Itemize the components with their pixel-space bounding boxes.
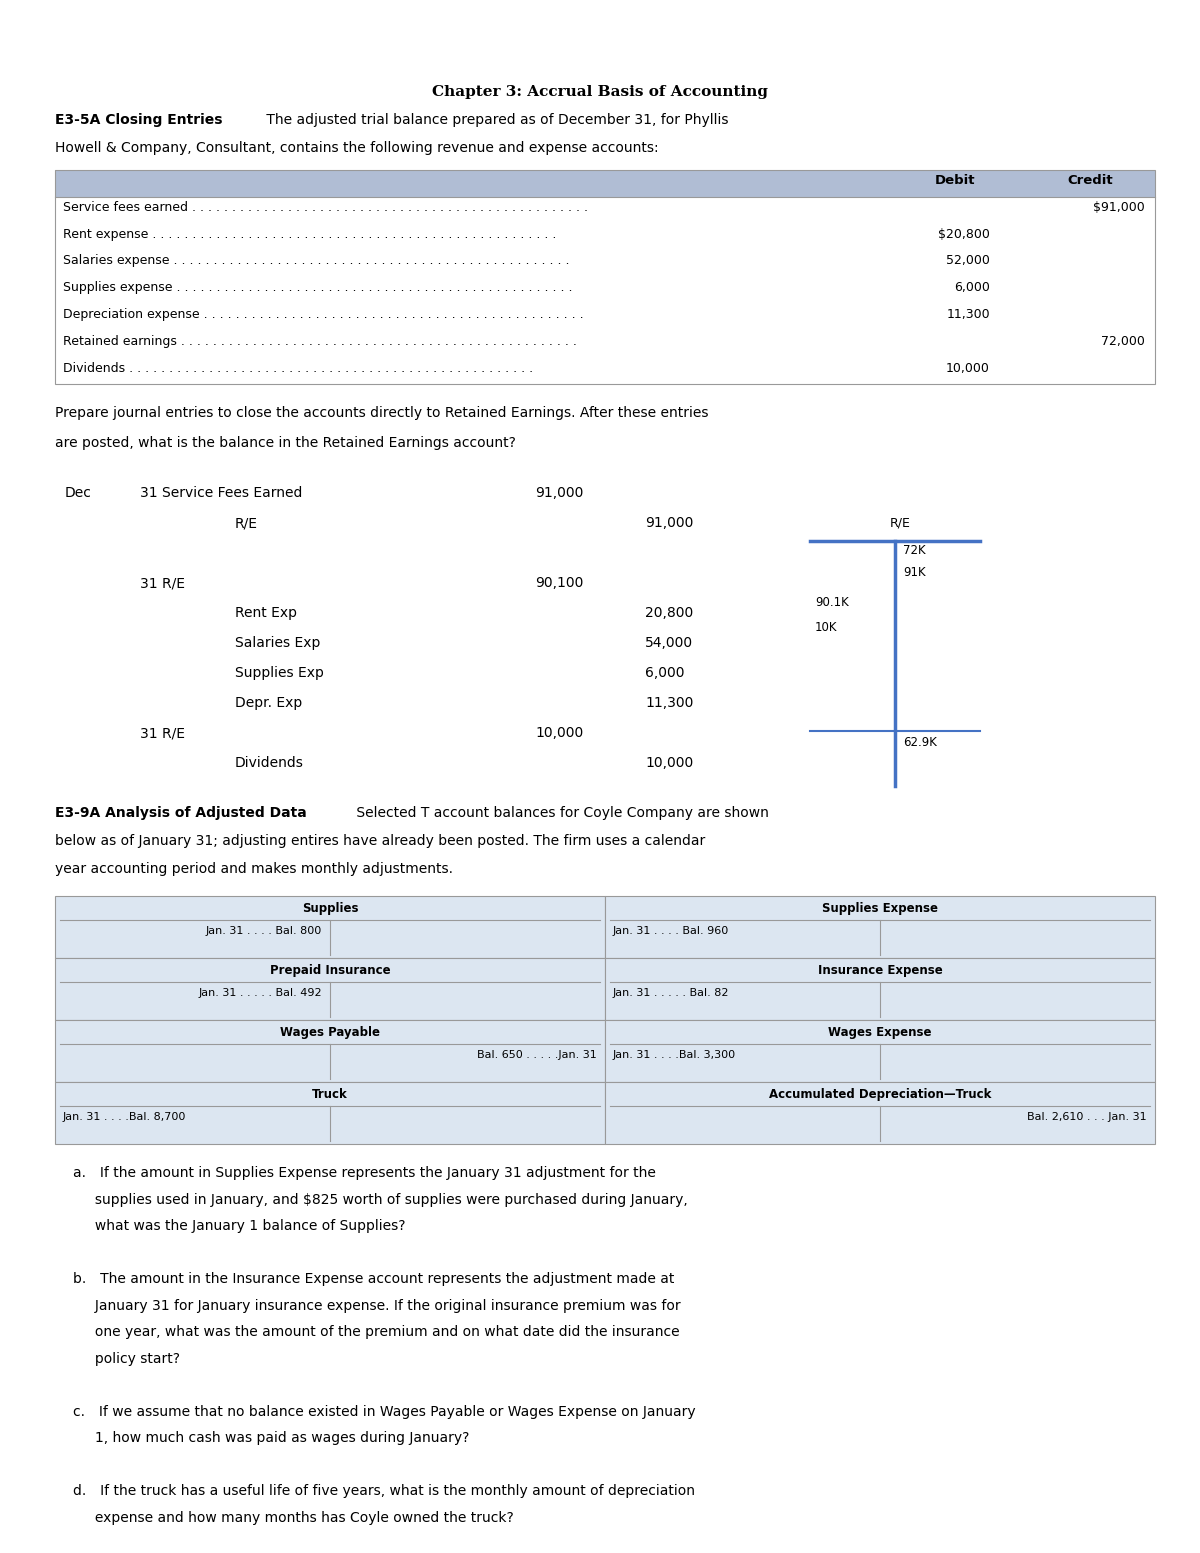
- Text: $20,800: $20,800: [938, 228, 990, 241]
- Text: 31 Service Fees Earned: 31 Service Fees Earned: [140, 486, 302, 500]
- Text: 10,000: 10,000: [646, 756, 694, 770]
- Text: Accumulated Depreciation—Truck: Accumulated Depreciation—Truck: [769, 1089, 991, 1101]
- Text: The adjusted trial balance prepared as of December 31, for Phyllis: The adjusted trial balance prepared as o…: [262, 113, 728, 127]
- Text: Dividends: Dividends: [235, 756, 304, 770]
- Bar: [605, 1020, 1154, 1082]
- Text: supplies used in January, and $825 worth of supplies were purchased during Janua: supplies used in January, and $825 worth…: [73, 1193, 688, 1207]
- Text: Jan. 31 . . . .Bal. 3,300: Jan. 31 . . . .Bal. 3,300: [613, 1050, 736, 1061]
- Text: Jan. 31 . . . . . Bal. 82: Jan. 31 . . . . . Bal. 82: [613, 988, 730, 999]
- Text: Supplies: Supplies: [301, 902, 359, 915]
- Bar: [55, 169, 1154, 197]
- Bar: [55, 331, 1154, 357]
- Text: b. The amount in the Insurance Expense account represents the adjustment made at: b. The amount in the Insurance Expense a…: [73, 1272, 674, 1286]
- Text: Salaries expense . . . . . . . . . . . . . . . . . . . . . . . . . . . . . . . .: Salaries expense . . . . . . . . . . . .…: [64, 255, 570, 267]
- Text: Bal. 650 . . . . .Jan. 31: Bal. 650 . . . . .Jan. 31: [478, 1050, 598, 1061]
- Bar: [55, 224, 1154, 250]
- Text: 11,300: 11,300: [646, 696, 694, 710]
- Text: are posted, what is the balance in the Retained Earnings account?: are posted, what is the balance in the R…: [55, 436, 516, 450]
- Text: Depr. Exp: Depr. Exp: [235, 696, 302, 710]
- Text: 72K: 72K: [902, 545, 925, 558]
- Text: d. If the truck has a useful life of five years, what is the monthly amount of d: d. If the truck has a useful life of fiv…: [73, 1485, 695, 1499]
- Text: 90.1K: 90.1K: [815, 596, 848, 609]
- Text: Depreciation expense . . . . . . . . . . . . . . . . . . . . . . . . . . . . . .: Depreciation expense . . . . . . . . . .…: [64, 307, 583, 321]
- Text: 20,800: 20,800: [646, 606, 694, 620]
- Text: Howell & Company, Consultant, contains the following revenue and expense account: Howell & Company, Consultant, contains t…: [55, 141, 659, 155]
- Text: Wages Expense: Wages Expense: [828, 1027, 931, 1039]
- Text: 72,000: 72,000: [1102, 335, 1145, 348]
- Text: 52,000: 52,000: [946, 255, 990, 267]
- Text: 6,000: 6,000: [646, 666, 684, 680]
- Text: Truck: Truck: [312, 1089, 348, 1101]
- Text: Dec: Dec: [65, 486, 92, 500]
- Text: Bal. 2,610 . . . Jan. 31: Bal. 2,610 . . . Jan. 31: [1027, 1112, 1147, 1123]
- Bar: [605, 896, 1154, 958]
- Text: Jan. 31 . . . .Bal. 8,700: Jan. 31 . . . .Bal. 8,700: [64, 1112, 186, 1123]
- Bar: [55, 250, 1154, 276]
- Text: c. If we assume that no balance existed in Wages Payable or Wages Expense on Jan: c. If we assume that no balance existed …: [73, 1405, 696, 1419]
- Text: 31 R/E: 31 R/E: [140, 576, 185, 590]
- Text: Salaries Exp: Salaries Exp: [235, 637, 320, 651]
- Text: January 31 for January insurance expense. If the original insurance premium was : January 31 for January insurance expense…: [73, 1298, 680, 1312]
- Text: Supplies Expense: Supplies Expense: [822, 902, 938, 915]
- Bar: [55, 896, 605, 958]
- Text: Credit: Credit: [1067, 174, 1112, 186]
- Text: Wages Payable: Wages Payable: [280, 1027, 380, 1039]
- Bar: [605, 1082, 1154, 1145]
- Text: 91,000: 91,000: [535, 486, 583, 500]
- Text: R/E: R/E: [235, 517, 258, 531]
- Text: E3-9A Analysis of Adjusted Data: E3-9A Analysis of Adjusted Data: [55, 806, 307, 820]
- Text: R/E: R/E: [889, 517, 911, 530]
- Text: Jan. 31 . . . . . Bal. 492: Jan. 31 . . . . . Bal. 492: [198, 988, 322, 999]
- Bar: [605, 958, 1154, 1020]
- Text: Chapter 3: Accrual Basis of Accounting: Chapter 3: Accrual Basis of Accounting: [432, 85, 768, 99]
- Bar: [55, 197, 1154, 224]
- Text: Rent expense . . . . . . . . . . . . . . . . . . . . . . . . . . . . . . . . . .: Rent expense . . . . . . . . . . . . . .…: [64, 228, 557, 241]
- Text: Debit: Debit: [935, 174, 976, 186]
- Text: a. If the amount in Supplies Expense represents the January 31 adjustment for th: a. If the amount in Supplies Expense rep…: [73, 1166, 656, 1180]
- Text: 91K: 91K: [902, 567, 925, 579]
- Text: 6,000: 6,000: [954, 281, 990, 294]
- Text: Supplies Exp: Supplies Exp: [235, 666, 324, 680]
- Text: 31 R/E: 31 R/E: [140, 727, 185, 741]
- Text: 10,000: 10,000: [946, 362, 990, 374]
- Text: Service fees earned . . . . . . . . . . . . . . . . . . . . . . . . . . . . . . : Service fees earned . . . . . . . . . . …: [64, 200, 588, 214]
- Text: Jan. 31 . . . . Bal. 800: Jan. 31 . . . . Bal. 800: [205, 927, 322, 936]
- Text: Rent Exp: Rent Exp: [235, 606, 298, 620]
- Text: 10,000: 10,000: [535, 727, 583, 741]
- Text: one year, what was the amount of the premium and on what date did the insurance: one year, what was the amount of the pre…: [73, 1325, 679, 1339]
- Text: 10K: 10K: [815, 621, 838, 634]
- Bar: [55, 276, 1154, 304]
- Text: what was the January 1 balance of Supplies?: what was the January 1 balance of Suppli…: [73, 1219, 406, 1233]
- Text: Retained earnings . . . . . . . . . . . . . . . . . . . . . . . . . . . . . . . : Retained earnings . . . . . . . . . . . …: [64, 335, 577, 348]
- Text: $91,000: $91,000: [1093, 200, 1145, 214]
- Text: Supplies expense . . . . . . . . . . . . . . . . . . . . . . . . . . . . . . . .: Supplies expense . . . . . . . . . . . .…: [64, 281, 572, 294]
- Text: below as of January 31; adjusting entires have already been posted. The firm use: below as of January 31; adjusting entire…: [55, 834, 706, 848]
- Text: 54,000: 54,000: [646, 637, 694, 651]
- Text: Insurance Expense: Insurance Expense: [817, 964, 942, 977]
- Text: Prepaid Insurance: Prepaid Insurance: [270, 964, 390, 977]
- Bar: [55, 1020, 605, 1082]
- Text: 91,000: 91,000: [646, 517, 694, 531]
- Bar: [55, 357, 1154, 385]
- Bar: [55, 1082, 605, 1145]
- Text: expense and how many months has Coyle owned the truck?: expense and how many months has Coyle ow…: [73, 1511, 514, 1525]
- Text: Dividends . . . . . . . . . . . . . . . . . . . . . . . . . . . . . . . . . . . : Dividends . . . . . . . . . . . . . . . …: [64, 362, 533, 374]
- Bar: [55, 169, 1154, 385]
- Text: Jan. 31 . . . . Bal. 960: Jan. 31 . . . . Bal. 960: [613, 927, 730, 936]
- Text: 62.9K: 62.9K: [902, 736, 937, 750]
- Text: 90,100: 90,100: [535, 576, 583, 590]
- Bar: [55, 958, 605, 1020]
- Text: policy start?: policy start?: [73, 1353, 180, 1367]
- Bar: [55, 304, 1154, 331]
- Text: Prepare journal entries to close the accounts directly to Retained Earnings. Aft: Prepare journal entries to close the acc…: [55, 407, 708, 421]
- Text: year accounting period and makes monthly adjustments.: year accounting period and makes monthly…: [55, 862, 454, 876]
- Text: 11,300: 11,300: [947, 307, 990, 321]
- Text: E3-5A Closing Entries: E3-5A Closing Entries: [55, 113, 222, 127]
- Text: 1, how much cash was paid as wages during January?: 1, how much cash was paid as wages durin…: [73, 1432, 469, 1446]
- Text: Selected T account balances for Coyle Company are shown: Selected T account balances for Coyle Co…: [352, 806, 769, 820]
